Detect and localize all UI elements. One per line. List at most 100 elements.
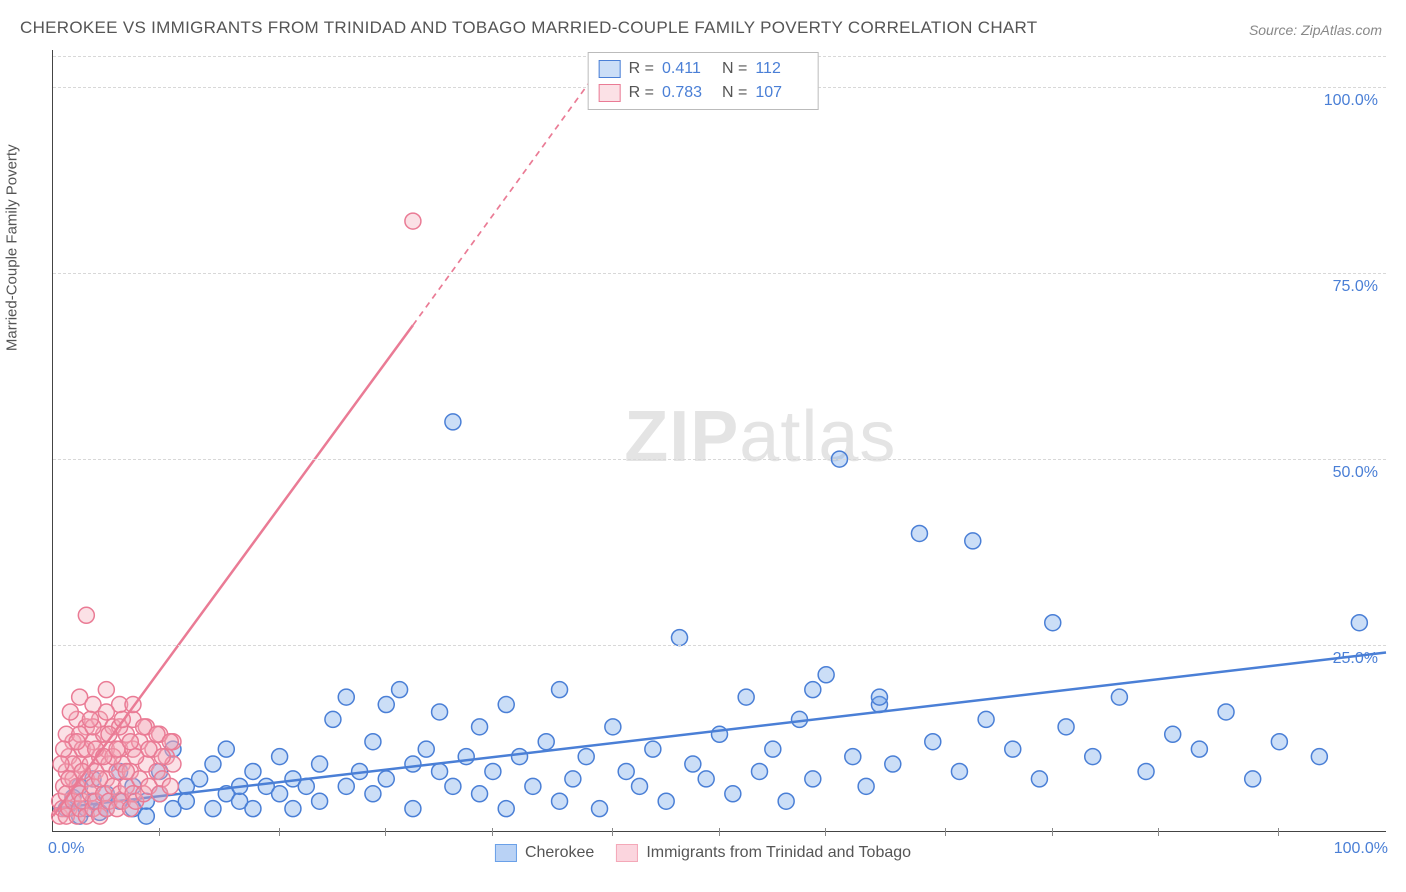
data-point — [472, 786, 488, 802]
data-point — [245, 801, 261, 817]
data-point — [1005, 741, 1021, 757]
data-point — [418, 741, 434, 757]
data-point — [272, 749, 288, 765]
data-point — [338, 778, 354, 794]
data-point — [1031, 771, 1047, 787]
swatch-trinidad-icon — [616, 844, 638, 862]
legend-label-trinidad: Immigrants from Trinidad and Tobago — [646, 844, 911, 862]
x-minor-tick — [612, 828, 613, 836]
data-point — [365, 786, 381, 802]
swatch-trinidad — [599, 84, 621, 102]
data-point — [98, 704, 114, 720]
y-tick-label: 75.0% — [1333, 278, 1378, 296]
data-point — [392, 682, 408, 698]
data-point — [205, 756, 221, 772]
data-point — [1045, 615, 1061, 631]
data-point — [565, 771, 581, 787]
legend-item-cherokee: Cherokee — [495, 844, 594, 862]
grid-line — [53, 273, 1386, 274]
data-point — [272, 786, 288, 802]
data-point — [98, 682, 114, 698]
data-point — [805, 682, 821, 698]
data-point — [1271, 734, 1287, 750]
data-point — [92, 771, 108, 787]
data-point — [525, 778, 541, 794]
data-point — [858, 778, 874, 794]
data-point — [1138, 763, 1154, 779]
data-point — [162, 778, 178, 794]
x-tick-label: 0.0% — [48, 840, 84, 858]
grid-line — [53, 459, 1386, 460]
y-axis-label: Married-Couple Family Poverty — [4, 144, 21, 351]
data-point — [1058, 719, 1074, 735]
data-point — [312, 793, 328, 809]
data-point — [218, 741, 234, 757]
data-point — [925, 734, 941, 750]
y-tick-label: 100.0% — [1324, 92, 1378, 110]
data-point — [778, 793, 794, 809]
data-point — [1351, 615, 1367, 631]
x-minor-tick — [1278, 828, 1279, 836]
data-point — [118, 763, 134, 779]
x-minor-tick — [945, 828, 946, 836]
r-label: R = — [629, 57, 654, 81]
data-point — [605, 719, 621, 735]
data-point — [632, 778, 648, 794]
data-point — [965, 533, 981, 549]
data-point — [645, 741, 661, 757]
data-point — [578, 749, 594, 765]
data-point — [498, 697, 514, 713]
x-minor-tick — [385, 828, 386, 836]
source-attribution: Source: ZipAtlas.com — [1249, 22, 1382, 38]
data-point — [445, 414, 461, 430]
data-point — [818, 667, 834, 683]
data-point — [312, 756, 328, 772]
data-point — [512, 749, 528, 765]
trend-line-extrapolated — [413, 50, 613, 325]
data-point — [432, 704, 448, 720]
legend-row-cherokee: R = 0.411 N = 112 — [599, 57, 808, 81]
n-label: N = — [722, 57, 747, 81]
data-point — [685, 756, 701, 772]
data-point — [658, 793, 674, 809]
data-point — [911, 525, 927, 541]
x-minor-tick — [492, 828, 493, 836]
r-value-trinidad: 0.783 — [662, 81, 714, 105]
data-point — [325, 711, 341, 727]
data-point — [445, 778, 461, 794]
data-point — [378, 697, 394, 713]
data-point — [885, 756, 901, 772]
data-point — [1111, 689, 1127, 705]
data-point — [845, 749, 861, 765]
data-point — [53, 756, 69, 772]
data-point — [765, 741, 781, 757]
legend-label-cherokee: Cherokee — [525, 844, 594, 862]
data-point — [485, 763, 501, 779]
data-point — [751, 763, 767, 779]
data-point — [62, 704, 78, 720]
swatch-cherokee — [599, 60, 621, 78]
data-point — [285, 801, 301, 817]
plot-area: ZIPatlas 25.0%50.0%75.0%100.0% — [52, 50, 1386, 832]
trend-line — [53, 652, 1386, 808]
data-point — [245, 763, 261, 779]
data-point — [69, 734, 85, 750]
legend-item-trinidad: Immigrants from Trinidad and Tobago — [616, 844, 911, 862]
data-point — [178, 793, 194, 809]
y-tick-label: 25.0% — [1333, 650, 1378, 668]
data-point — [78, 607, 94, 623]
data-point — [552, 682, 568, 698]
n-label: N = — [722, 81, 747, 105]
data-point — [592, 801, 608, 817]
y-tick-label: 50.0% — [1333, 464, 1378, 482]
x-tick-label: 100.0% — [1334, 840, 1388, 858]
data-point — [698, 771, 714, 787]
data-point — [725, 786, 741, 802]
data-point — [1218, 704, 1234, 720]
data-point — [432, 763, 448, 779]
data-point — [405, 801, 421, 817]
data-point — [154, 749, 170, 765]
data-point — [472, 719, 488, 735]
x-minor-tick — [159, 828, 160, 836]
data-point — [205, 801, 221, 817]
